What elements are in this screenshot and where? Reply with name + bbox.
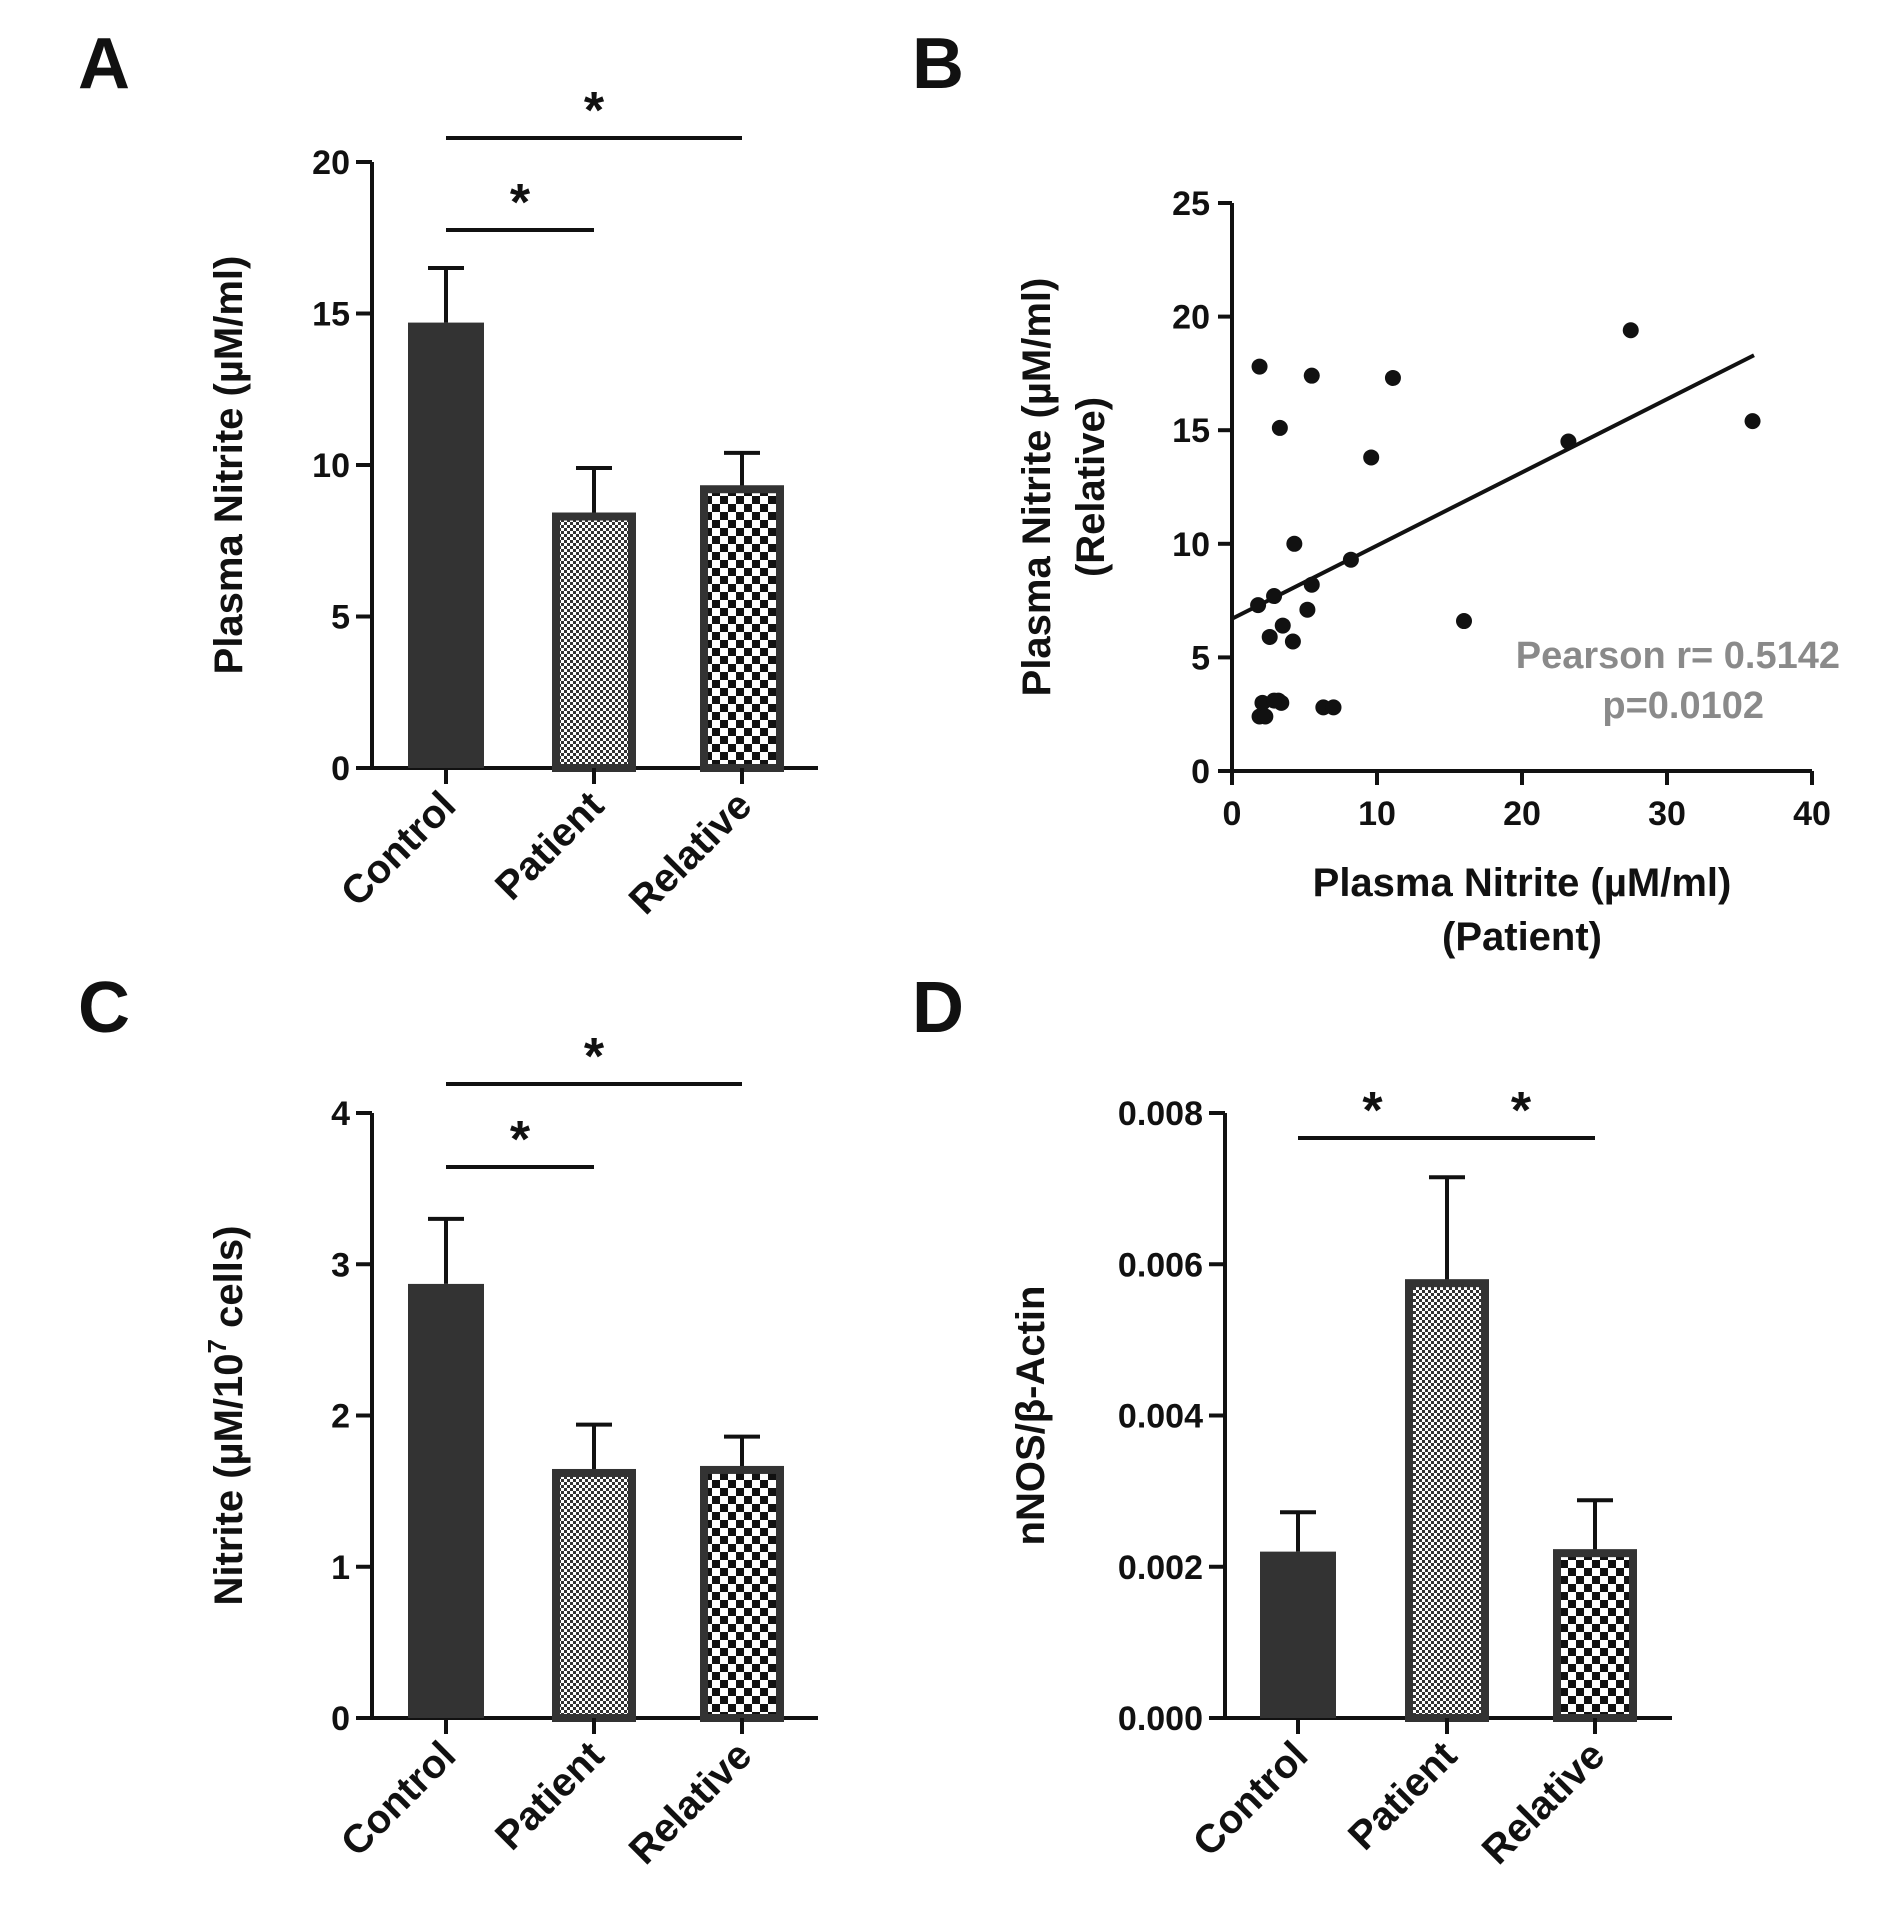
scatter-point (1257, 708, 1274, 725)
significance-star: * (584, 1028, 605, 1086)
scatter-point (1284, 633, 1301, 650)
y-tick-label: 25 (1172, 185, 1210, 223)
significance-star: * (510, 1111, 531, 1169)
y-tick-label: 0.004 (1118, 1398, 1203, 1436)
x-category-label: Patient (487, 783, 612, 908)
y-axis-title: Nitrite (µM/107 cells) (202, 1226, 251, 1606)
bar-patient (552, 512, 636, 773)
x-category-label: Relative (1474, 1733, 1614, 1873)
scatter-point (1744, 413, 1761, 430)
y-axis-title-subtitle: (Relative) (1069, 397, 1113, 577)
x-category-label: Patient (1340, 1733, 1465, 1858)
x-tick-label: 10 (1358, 795, 1396, 833)
x-category-label: Relative (621, 783, 761, 923)
scatter-point (1560, 433, 1577, 450)
significance-star: * (584, 82, 605, 140)
y-tick-label: 15 (1172, 412, 1210, 450)
y-tick-label: 20 (1172, 299, 1210, 337)
y-tick-label: 0 (331, 1700, 350, 1738)
scatter-point (1250, 597, 1267, 614)
panel-b-scatter-plot: 0 5 10 15 20 25 0 10 20 30 40 Pearson r= 0.5142 p=0.… (1015, 185, 1840, 959)
y-tick-label: 10 (312, 447, 350, 485)
scatter-point (1266, 692, 1283, 709)
significance-star: * (1362, 1082, 1383, 1140)
bar-relative (700, 1465, 784, 1722)
pearson-r-annotation: Pearson r= 0.5142 (1516, 635, 1840, 677)
scatter-point (1456, 613, 1472, 630)
y-tick-label: 15 (312, 296, 350, 334)
scatter-point (1286, 535, 1303, 552)
panel-letter-d: D (912, 968, 964, 1048)
y-tick-label: 1 (331, 1549, 350, 1587)
x-category-label: Control (1185, 1733, 1317, 1865)
y-tick-label: 10 (1172, 526, 1210, 564)
scatter-point (1251, 358, 1268, 375)
y-tick-label: 5 (1191, 639, 1210, 677)
y-axis-title-rest: cells) (207, 1226, 251, 1339)
y-axis-title: Plasma Nitrite (µM/ml) (207, 256, 251, 675)
scatter-point (1261, 628, 1278, 645)
y-tick-label: 20 (312, 144, 350, 182)
y-tick-label: 0.006 (1118, 1246, 1203, 1284)
x-category-label: Control (333, 1733, 465, 1865)
y-axis-title: Plasma Nitrite (µM/ml) (1015, 278, 1059, 697)
y-tick-label: 0.008 (1118, 1095, 1203, 1133)
y-axis-title: nNOS/β-Actin (1009, 1286, 1053, 1546)
panel-c-bar-chart: 0 1 2 3 4 Control Patient Relative * * Nitrite (µM… (202, 1028, 818, 1873)
y-tick-label: 5 (331, 599, 350, 637)
scatter-point (1384, 369, 1401, 386)
bar-control (1260, 1551, 1336, 1718)
y-tick-label: 3 (331, 1246, 350, 1284)
panel-letter-c: C (78, 968, 130, 1048)
regression-line (1231, 353, 1755, 621)
scatter-point (1271, 419, 1288, 436)
scatter-point (1266, 588, 1283, 605)
y-tick-label: 2 (331, 1398, 350, 1436)
y-tick-label: 0.002 (1118, 1549, 1203, 1587)
y-axis-title-superscript: 7 (202, 1339, 232, 1353)
bar-control (408, 1283, 484, 1718)
y-tick-label: 4 (331, 1095, 350, 1133)
significance-star: * (510, 174, 531, 232)
panel-a-bar-chart: 0 5 10 15 20 Control Patient Relative * * Plasma N… (207, 82, 818, 923)
scatter-point (1303, 576, 1320, 593)
y-tick-label: 0.000 (1118, 1700, 1203, 1738)
panel-letter-b: B (912, 24, 964, 104)
x-axis-title: Plasma Nitrite (µM/ml) (1313, 861, 1732, 905)
y-tick-label: 0 (331, 750, 350, 788)
bar-relative (1553, 1549, 1637, 1722)
panel-d-bar-chart: 0.000 0.002 0.004 0.006 0.008 Control Patient R… (1009, 1082, 1672, 1873)
scatter-point (1274, 617, 1291, 634)
bar-patient (1405, 1279, 1489, 1722)
x-tick-label: 30 (1648, 795, 1686, 833)
panel-letter-a: A (78, 24, 130, 104)
y-axis-title-main: Nitrite (µM/10 (207, 1353, 251, 1605)
x-tick-label: 20 (1503, 795, 1541, 833)
scatter-point (1299, 601, 1316, 618)
p-value-annotation: p=0.0102 (1602, 685, 1764, 727)
x-tick-label: 0 (1223, 795, 1242, 833)
scatter-point (1342, 551, 1359, 568)
scatter-point (1622, 322, 1639, 339)
x-axis-title-subtitle: (Patient) (1442, 915, 1602, 959)
scatter-point (1303, 367, 1320, 384)
scatter-point (1325, 699, 1342, 716)
x-category-label: Patient (487, 1733, 612, 1858)
x-category-label: Control (333, 783, 465, 915)
bar-control (408, 322, 484, 768)
bar-patient (552, 1468, 636, 1722)
bar-relative (700, 485, 784, 772)
y-tick-label: 0 (1191, 753, 1210, 791)
scatter-point (1363, 449, 1380, 466)
significance-star: * (1511, 1082, 1532, 1140)
x-tick-label: 40 (1793, 795, 1831, 833)
x-category-label: Relative (621, 1733, 761, 1873)
